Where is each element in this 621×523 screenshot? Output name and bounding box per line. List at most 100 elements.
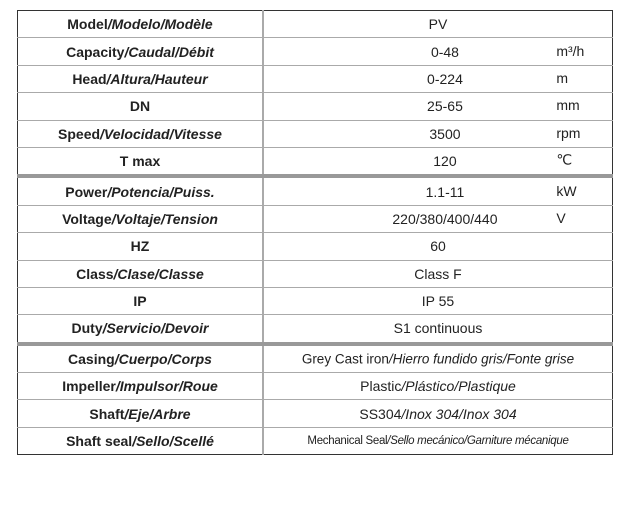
table-row: Duty/Servicio/Devoir S1 continuous [17, 314, 613, 346]
value-en: Grey Cast iron [301, 351, 389, 367]
label-en: Model [67, 16, 108, 33]
label-translations: /Sello/Scellé [132, 433, 214, 450]
spec-value: 3500 [429, 126, 460, 142]
label-en: Voltage [62, 210, 112, 227]
label-en: DN [129, 98, 151, 115]
label-translations: /Cuerpo/Corps [114, 350, 212, 367]
spec-label: Speed/Velocidad/Vitesse [17, 120, 264, 148]
label-en: Shaft [89, 405, 125, 422]
spec-label: Duty/Servicio/Devoir [17, 314, 264, 346]
spec-label: Head/Altura/Hauteur [17, 65, 264, 94]
value-en: Mechanical Seal [307, 435, 388, 448]
spec-value: 220/380/400/440 [392, 211, 497, 227]
label-translations: /Impulsor/Roue [115, 378, 218, 395]
value-translations: /Sello mecánico/Garniture mécanique [387, 435, 569, 448]
label-translations: /Clase/Classe [113, 265, 204, 282]
spec-value-cell: 120 ℃ [263, 147, 613, 179]
spec-value-cell: 60 [263, 232, 613, 261]
spec-label: Class/Clase/Classe [17, 260, 264, 288]
spec-unit: V [556, 210, 566, 227]
spec-value: 1.1-11 [426, 184, 465, 200]
value-en: 60 [430, 238, 446, 255]
table-row: T max 120 ℃ [17, 147, 613, 179]
table-row: HZ 60 [17, 232, 613, 261]
spec-label: Capacity/Caudal/Débit [17, 37, 264, 66]
spec-value-cell: 220/380/400/440 V [263, 205, 613, 234]
spec-value-cell: 0-48 m³/h [263, 37, 613, 66]
spec-value-cell: S1 continuous [263, 314, 613, 346]
spec-value-cell: 25-65 mm [263, 92, 613, 121]
spec-value-cell: Plastic/Plástico/Plastique [263, 372, 613, 401]
label-en: HZ [130, 238, 150, 255]
value-en: 220/380/400/440 [392, 210, 498, 227]
spec-value: S1 continuous [394, 320, 483, 336]
spec-unit: ℃ [556, 151, 573, 168]
value-en: 0-224 [427, 70, 463, 87]
value-en: 1.1-11 [425, 183, 465, 200]
label-en: Head [72, 70, 107, 87]
label-en: Shaft seal [66, 433, 133, 450]
spec-value: SS304/Inox 304/Inox 304 [359, 406, 516, 422]
spec-label: HZ [17, 232, 264, 261]
spec-table: Model/Modelo/Modèle PV Capacity/Caudal/Dé… [17, 10, 613, 456]
label-en: Speed [58, 125, 101, 142]
table-row: Impeller/Impulsor/Roue Plastic/Plástico/… [17, 372, 613, 401]
spec-value-cell: SS304/Inox 304/Inox 304 [263, 399, 613, 428]
table-row: Speed/Velocidad/Vitesse 3500 rpm [17, 120, 613, 148]
label-en: Impeller [62, 378, 116, 395]
spec-value-cell: Mechanical Seal/Sello mecánico/Garniture… [263, 427, 613, 454]
spec-value: Mechanical Seal/Sello mecánico/Garniture… [307, 435, 568, 447]
spec-label: T max [17, 147, 264, 179]
label-en: Class [76, 265, 114, 282]
label-en: Power [65, 183, 108, 200]
spec-value-cell: 1.1-11 kW [263, 176, 613, 206]
value-en: 25-65 [427, 98, 463, 115]
spec-label: IP [17, 287, 264, 316]
label-en: T max [119, 153, 161, 170]
value-en: Class F [414, 265, 462, 282]
value-en: S1 continuous [393, 320, 483, 337]
spec-value: 0-224 [427, 71, 463, 87]
value-en: SS304 [359, 405, 402, 422]
spec-value-cell: 0-224 m [263, 65, 613, 94]
value-en: PV [428, 16, 448, 33]
value-en: 3500 [429, 125, 461, 142]
spec-value-cell: 3500 rpm [263, 120, 613, 148]
table-row: IP IP 55 [17, 287, 613, 316]
label-en: Capacity [66, 43, 125, 60]
spec-label: Shaft/Eje/Arbre [17, 399, 264, 428]
spec-label: Power/Potencia/Puiss. [17, 176, 264, 206]
spec-value-cell: Class F [263, 260, 613, 288]
spec-unit: rpm [556, 124, 581, 141]
value-translations: /Hierro fundido gris/Fonte grise [388, 351, 575, 367]
table-row: Casing/Cuerpo/Corps Grey Cast iron/Hierr… [17, 343, 613, 374]
spec-value: 60 [430, 238, 446, 254]
spec-value-cell: Grey Cast iron/Hierro fundido gris/Fonte… [263, 343, 613, 374]
table-row: Power/Potencia/Puiss. 1.1-11 kW [17, 176, 613, 206]
spec-label: Model/Modelo/Modèle [17, 10, 264, 39]
label-translations: /Altura/Hauteur [106, 70, 208, 87]
value-translations: /Plástico/Plastique [401, 378, 516, 395]
value-en: 0-48 [430, 43, 459, 60]
value-en: Plastic [360, 378, 402, 395]
value-en: 120 [433, 153, 457, 170]
spec-value: IP 55 [422, 293, 454, 309]
spec-value: Plastic/Plástico/Plastique [360, 378, 516, 394]
table-row: Shaft/Eje/Arbre SS304/Inox 304/Inox 304 [17, 399, 613, 428]
label-translations: /Voltaje/Tension [111, 210, 218, 227]
spec-value-cell: PV [263, 10, 613, 39]
spec-unit: mm [556, 97, 580, 114]
spec-value: Grey Cast iron/Hierro fundido gris/Fonte… [302, 351, 574, 366]
label-en: IP [133, 293, 147, 310]
label-translations: /Velocidad/Vitesse [100, 125, 222, 142]
spec-label: Voltage/Voltaje/Tension [17, 205, 264, 234]
value-translations: /Inox 304/Inox 304 [401, 405, 517, 422]
spec-label: Impeller/Impulsor/Roue [17, 372, 264, 401]
label-translations: /Caudal/Débit [124, 43, 214, 60]
table-row: Shaft seal/Sello/Scellé Mechanical Seal/… [17, 427, 613, 455]
label-translations: /Potencia/Puiss. [107, 183, 215, 200]
spec-value: 120 [433, 153, 456, 169]
label-en: Casing [68, 350, 115, 367]
table-row: Class/Clase/Classe Class F [17, 260, 613, 288]
spec-unit: m [556, 70, 568, 87]
